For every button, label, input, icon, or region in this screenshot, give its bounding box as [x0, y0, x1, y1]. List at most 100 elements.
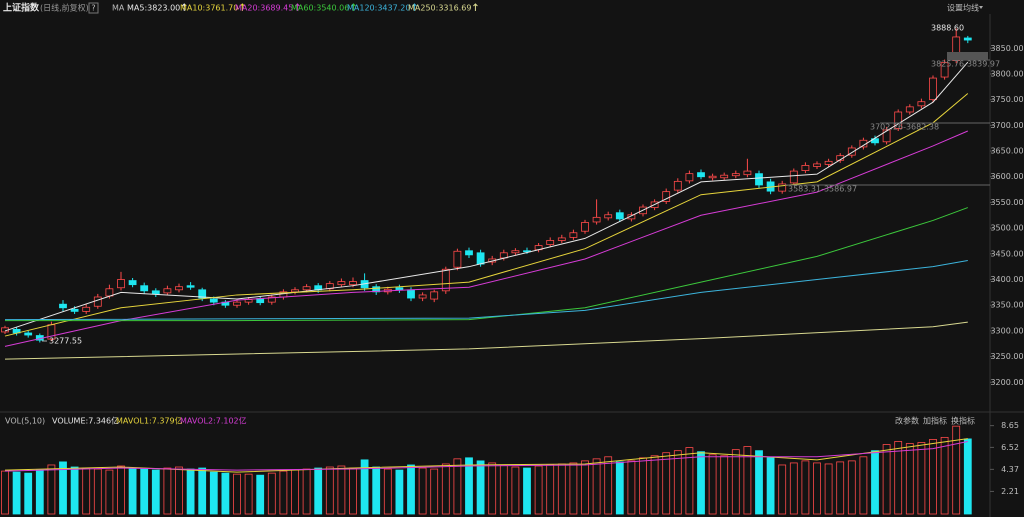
volume-bar [905, 443, 914, 515]
volume-bar [755, 450, 763, 515]
volume-bar [731, 449, 740, 515]
y-tick-label: 8.65 [1001, 421, 1019, 430]
candle-body [267, 296, 276, 303]
volume-title: VOL(5,10) [5, 417, 45, 426]
candle-body [198, 289, 207, 299]
legend-arrow [473, 3, 478, 11]
y-tick-label: 3300.00 [990, 326, 1023, 335]
candle-body [337, 281, 346, 286]
candle-body [882, 129, 891, 143]
candle-body [465, 250, 473, 256]
price-marker [947, 52, 988, 60]
ma-line [4, 93, 969, 337]
y-tick-label: 3500.00 [990, 224, 1023, 233]
volume-bar [244, 473, 253, 515]
volume-bar [465, 457, 473, 515]
chart-title: 上证指数 [3, 2, 40, 14]
volume-bar [697, 451, 705, 515]
candle-body [441, 268, 450, 292]
candle-body [615, 212, 624, 220]
candle-body [233, 301, 241, 306]
candle-body [453, 250, 462, 268]
candle-body [117, 279, 125, 289]
candle-body [801, 165, 810, 171]
volume-bar [766, 457, 775, 515]
y-tick-label: 3650.00 [990, 147, 1023, 156]
y-tick-label: 4.37 [1001, 465, 1019, 474]
volume-bar [279, 470, 288, 515]
y-tick-label: 3350.00 [990, 301, 1023, 310]
legend-entry: MAVOL2:7.102亿 [180, 416, 247, 426]
candle-body [24, 332, 33, 336]
candle-body [917, 101, 926, 107]
volume-bar [650, 455, 659, 515]
legend-entry: MA5:3823.00 [127, 4, 180, 13]
volume-bar [186, 468, 195, 515]
legend-arrow [239, 3, 245, 11]
annotation: 3583.31-3586.97 [788, 185, 857, 194]
ma-label: MA [112, 4, 125, 13]
candle-body [291, 289, 299, 293]
help-box[interactable] [88, 2, 99, 14]
legend-arrow [412, 3, 417, 11]
candle-body [163, 288, 172, 294]
volume-bar [476, 460, 485, 515]
legend-entry: MA60:3540.06 [291, 4, 349, 13]
volume-bar [929, 439, 937, 515]
dropdown-icon[interactable] [979, 6, 983, 9]
volume-bar [523, 467, 531, 515]
volume-bar [813, 462, 821, 515]
volume-bar [233, 473, 241, 515]
indicator-button[interactable]: 换指标 [951, 416, 975, 426]
volume-bar [140, 468, 149, 515]
volume-bar [534, 465, 543, 515]
volume-bar [383, 468, 392, 515]
volume-bar [325, 466, 334, 515]
candle-body [59, 303, 67, 309]
volume-bar [847, 460, 856, 515]
candle-body [372, 286, 381, 293]
volume-bar [720, 455, 729, 515]
volume-bar [940, 436, 949, 515]
volume-bar [267, 472, 276, 515]
volume-bar [349, 467, 357, 515]
y-tick-label: 3850.00 [990, 44, 1023, 53]
volume-bar [546, 464, 555, 515]
ma-line [4, 260, 968, 321]
candle-body [302, 286, 311, 291]
volume-bar [569, 462, 578, 515]
candle-body [929, 77, 937, 101]
candle-body [418, 294, 427, 299]
volume-bar [615, 461, 624, 515]
volume-bar [894, 441, 903, 515]
candle-body [952, 36, 961, 61]
legend-entry: MAVOL1:7.379亿 [116, 416, 183, 426]
subtitle: (日线,前复权) [40, 3, 89, 13]
candle-body [662, 191, 671, 202]
volume-bar [418, 467, 427, 515]
help[interactable]: ? [91, 4, 95, 13]
annotation: 3702.26-3682.38 [870, 123, 939, 132]
volume-bar [592, 458, 601, 515]
volume-bar [291, 469, 299, 515]
volume-bar [337, 465, 346, 515]
volume-bar [499, 464, 508, 515]
volume-bar [198, 467, 207, 515]
volume-bar [105, 469, 114, 515]
volume-bar [314, 467, 323, 515]
volume-bar [685, 447, 694, 515]
y-tick-label: 3750.00 [990, 95, 1023, 104]
settings-button[interactable]: 设置均线 [947, 3, 979, 13]
volume-bar [453, 458, 462, 515]
candle-body [778, 183, 787, 192]
candle-body [70, 308, 79, 312]
volume-bar [824, 463, 833, 515]
volume-bar [372, 466, 381, 515]
indicator-button[interactable]: 改参数 [895, 416, 919, 426]
candle-body [905, 106, 914, 113]
indicator-button[interactable]: 加指标 [923, 416, 947, 426]
candle-body [604, 214, 613, 219]
y-tick-label: 6.52 [1001, 443, 1019, 452]
